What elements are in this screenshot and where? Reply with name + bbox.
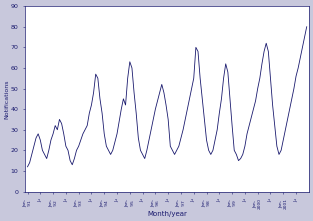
- X-axis label: Month/year: Month/year: [147, 211, 187, 217]
- Y-axis label: Notifications: Notifications: [4, 79, 9, 119]
